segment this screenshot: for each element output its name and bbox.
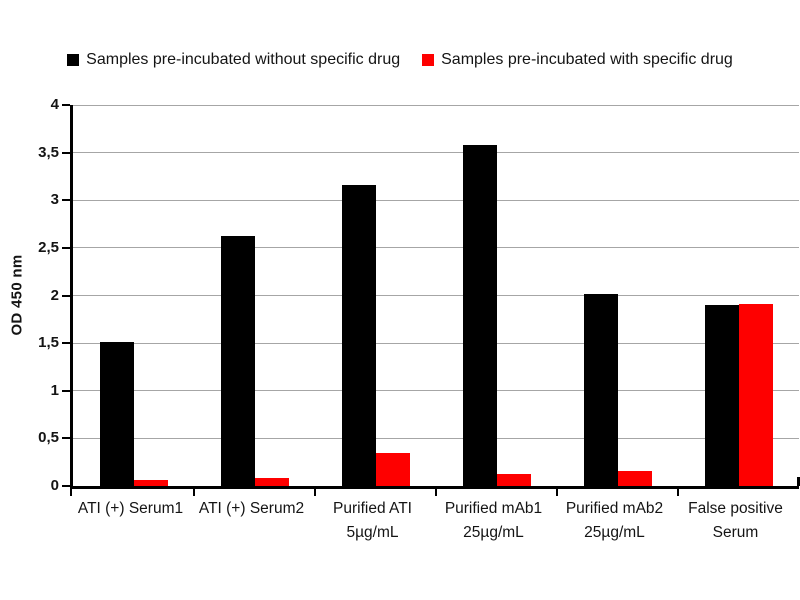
bar-without-drug: [462, 145, 497, 486]
x-axis-end-tick: [797, 477, 800, 486]
y-axis-tick: [62, 389, 70, 392]
y-axis-tick: [62, 294, 70, 297]
y-axis-tick: [62, 199, 70, 202]
chart-legend: Samples pre-incubated without specific d…: [0, 51, 800, 69]
x-axis-tick: [677, 489, 679, 496]
y-axis-tick: [62, 437, 70, 440]
x-axis-category-label: Purified ATI 5µg/mL: [333, 500, 412, 541]
y-gridline: [73, 104, 799, 106]
y-axis-tick: [62, 104, 70, 106]
bar-with-drug: [496, 474, 531, 486]
legend-item: Samples pre-incubated with specific drug: [422, 51, 733, 69]
bar-with-drug: [254, 478, 289, 486]
x-axis-labels: ATI (+) Serum1 ATI (+) Serum2 Purified ATI…: [70, 497, 796, 545]
y-gridline: [73, 152, 799, 154]
x-axis-tick: [556, 489, 558, 496]
y-axis-tick-label: 3: [50, 191, 59, 209]
bar-without-drug: [583, 294, 618, 486]
y-axis-tick-label: 3,5: [38, 143, 59, 161]
y-gridline: [73, 247, 799, 249]
plot-area: [62, 104, 800, 496]
legend-item: Samples pre-incubated without specific d…: [67, 51, 400, 69]
y-axis-tick: [62, 485, 70, 487]
bar-with-drug: [617, 471, 652, 486]
x-axis-category-label: ATI (+) Serum1: [77, 500, 184, 517]
y-axis-tick: [62, 246, 70, 249]
legend-label: Samples pre-incubated with specific drug: [441, 51, 733, 68]
y-axis-tick-label: 4: [50, 96, 59, 113]
x-axis-category-label: Purified mAb1 25µg/mL: [444, 500, 543, 541]
x-axis-category-label: False positive Serum: [688, 500, 783, 541]
y-axis-tick-label: 1: [50, 381, 59, 399]
x-axis-tick: [193, 489, 195, 496]
y-axis-tick-label: 0: [50, 477, 59, 494]
bar-without-drug: [220, 236, 255, 486]
y-gridline: [73, 390, 799, 392]
y-axis-tick-label: 0,5: [38, 429, 59, 447]
legend-swatch-icon: [422, 54, 435, 66]
y-gridline: [73, 295, 799, 296]
legend-label: Samples pre-incubated without specific d…: [86, 51, 401, 68]
y-axis-tick-label: 2: [50, 286, 59, 304]
x-axis-tick: [435, 489, 437, 496]
x-axis-category-label: ATI (+) Serum2: [198, 500, 305, 517]
bar-with-drug: [738, 304, 773, 486]
legend-swatch-icon: [67, 54, 80, 66]
y-gridline: [73, 437, 799, 439]
x-axis-tick: [70, 489, 72, 496]
bar-without-drug: [341, 185, 376, 486]
y-gridline: [73, 342, 799, 344]
y-axis-tick-label: 2,5: [38, 238, 59, 256]
bar-without-drug: [704, 305, 739, 486]
x-axis-category-label: Purified mAb2 25µg/mL: [565, 500, 664, 541]
bar-with-drug: [375, 453, 410, 486]
y-gridline: [73, 199, 799, 201]
x-axis-tick: [314, 489, 316, 496]
y-axis-tick: [62, 151, 70, 154]
bar-without-drug: [99, 342, 134, 486]
y-axis-tick: [62, 342, 70, 345]
y-axis-tick-label: 1,5: [38, 334, 59, 352]
bar-with-drug: [133, 480, 168, 486]
